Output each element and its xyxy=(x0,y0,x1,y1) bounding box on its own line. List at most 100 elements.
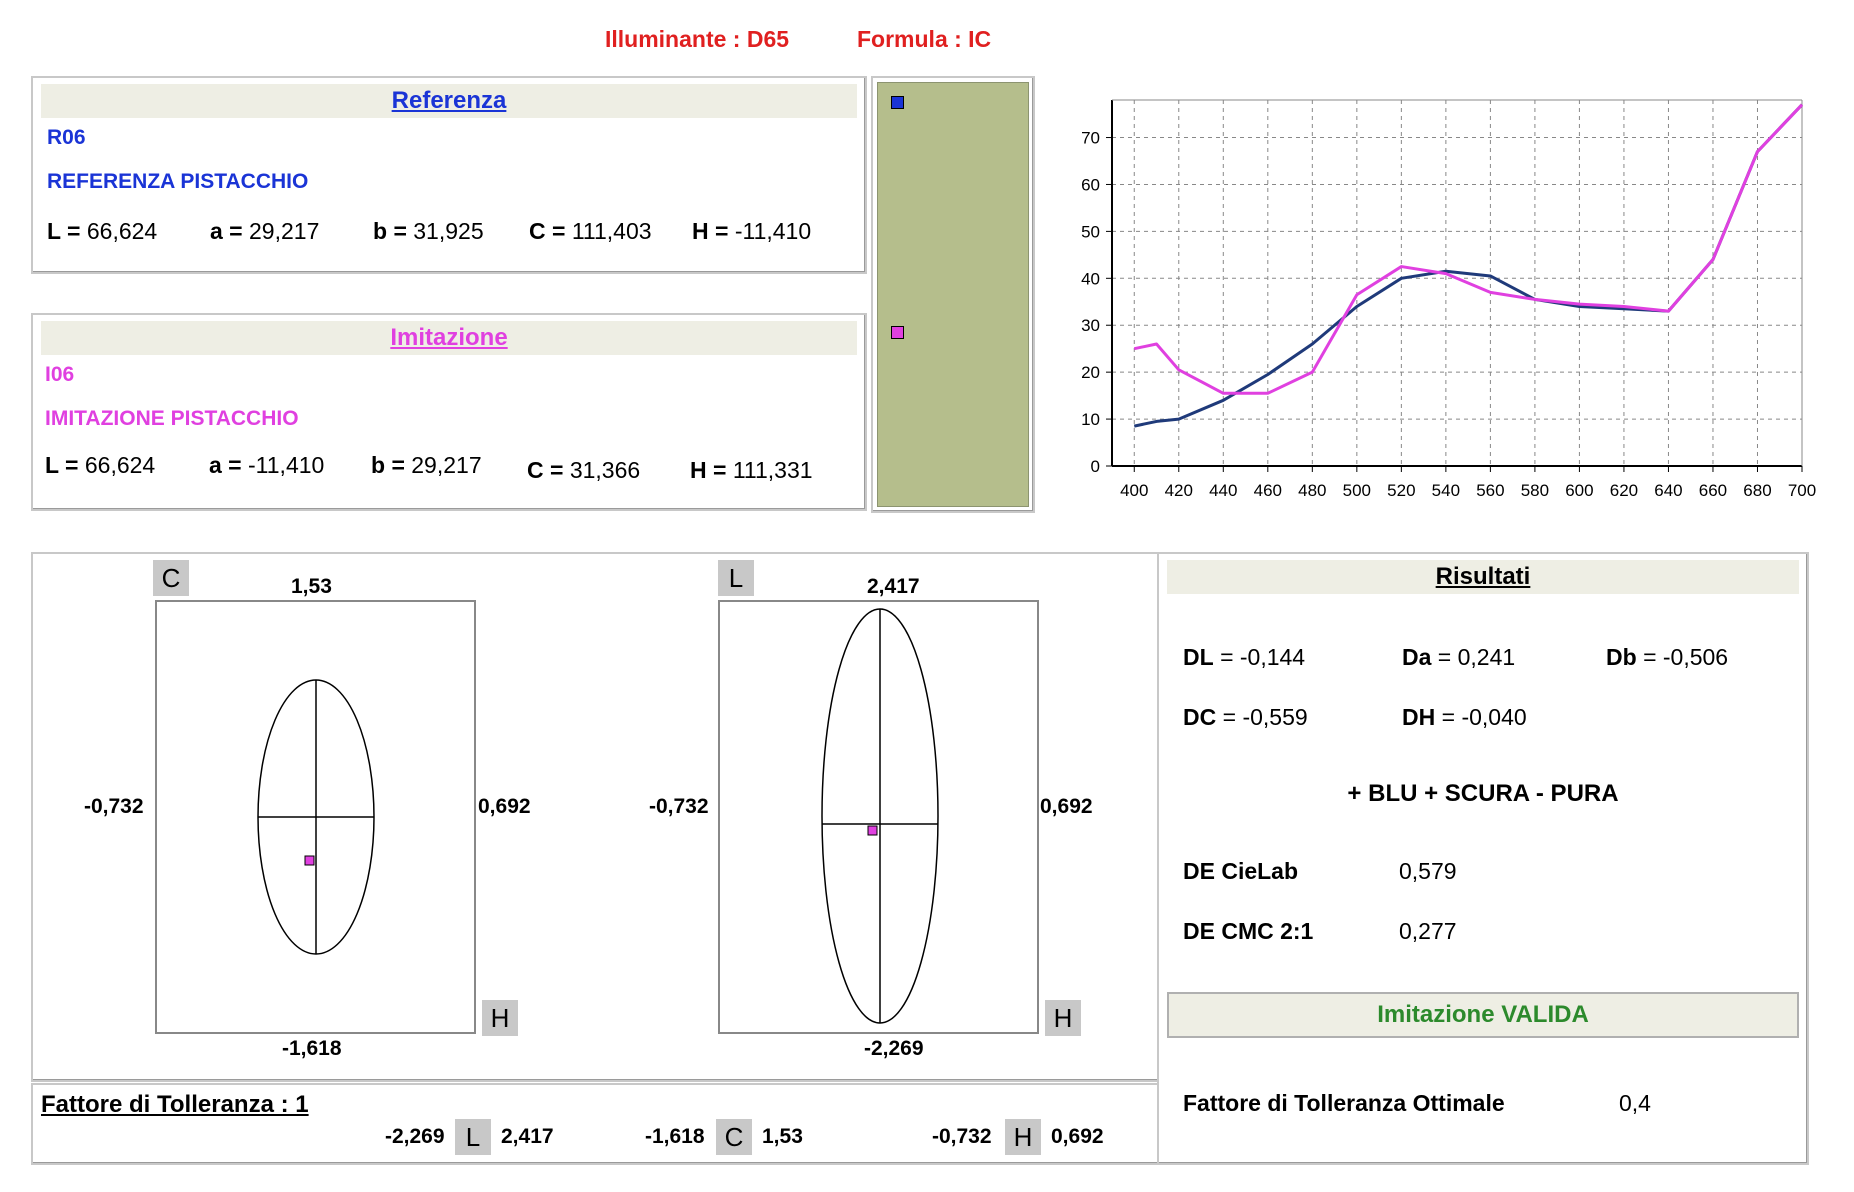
x-tick-label: 640 xyxy=(1654,481,1682,500)
color-swatch-panel xyxy=(871,76,1035,513)
series-line-2 xyxy=(1133,103,1804,395)
de-cmc-value: 0,277 xyxy=(1399,918,1457,944)
x-tick-label: 620 xyxy=(1610,481,1638,500)
formula-label: Formula : IC xyxy=(857,26,992,52)
x-tick-label: 600 xyxy=(1565,481,1593,500)
optimal-tolerance-label: Fattore di Tolleranza Ottimale xyxy=(1183,1090,1505,1116)
optimal-tolerance-value: 0,4 xyxy=(1619,1090,1651,1116)
illuminant-label: Illuminante : D65 xyxy=(605,26,790,52)
result-Da-label: Da xyxy=(1402,644,1432,670)
ref-a-value: 29,217 xyxy=(249,218,320,244)
ref-a-label: a = xyxy=(210,218,243,244)
ref-L-value: 66,624 xyxy=(86,218,158,244)
x-tick-label: 700 xyxy=(1788,481,1816,500)
ellipse2-left-value: -0,732 xyxy=(649,795,709,818)
x-tick-label: 580 xyxy=(1521,481,1549,500)
referenza-dot xyxy=(891,96,904,109)
ellipse1-corner-tag: C xyxy=(153,560,189,596)
imi-L-value: 66,624 xyxy=(84,452,156,478)
imi-C-label: C = xyxy=(527,457,564,483)
x-tick-label: 680 xyxy=(1743,481,1771,500)
imi-b-value: 29,217 xyxy=(411,452,482,478)
result-DC: DC = -0,559 xyxy=(1183,704,1308,731)
tolerance-bar: Fattore di Tolleranza : 1 -2,269 L 2,417… xyxy=(31,1083,1184,1165)
imitazione-name: IMITAZIONE PISTACCHIO xyxy=(45,407,299,430)
risultati-panel: Risultati DL = -0,144 Da = 0,241 Db = -0… xyxy=(1157,552,1809,1165)
imitazione-code: I06 xyxy=(45,363,75,386)
result-Db-label: Db xyxy=(1606,644,1637,670)
result-Da: Da = 0,241 xyxy=(1402,644,1515,671)
y-tick-label: 40 xyxy=(1081,269,1100,288)
result-DL-label: DL xyxy=(1183,644,1214,670)
result-verdict: + BLU + SCURA - PURA xyxy=(1347,780,1619,807)
x-tick-label: 540 xyxy=(1432,481,1460,500)
y-tick-label: 60 xyxy=(1081,175,1100,194)
result-Da-value: = 0,241 xyxy=(1437,644,1516,670)
x-tick-label: 400 xyxy=(1120,481,1148,500)
ref-b-value: 31,925 xyxy=(413,218,484,244)
ellipse2-right-value: 0,692 xyxy=(1040,795,1093,818)
x-tick-label: 500 xyxy=(1343,481,1371,500)
ref-L-label: L = xyxy=(47,218,81,244)
tolerance-C-max: 1,53 xyxy=(762,1125,803,1148)
tolerance-title: Fattore di Tolleranza : 1 xyxy=(41,1091,309,1118)
de-cielab-value: 0,579 xyxy=(1399,858,1457,884)
result-DC-value: = -0,559 xyxy=(1222,704,1308,730)
ellipse1-top-value: 1,53 xyxy=(291,575,332,598)
y-tick-label: 70 xyxy=(1081,129,1100,148)
y-tick-label: 30 xyxy=(1081,316,1100,335)
plot-area xyxy=(1112,100,1802,466)
ref-C-value: 111,403 xyxy=(571,218,652,244)
y-tick-label: 10 xyxy=(1081,410,1100,429)
ellipse1-corner2-tag: H xyxy=(482,1000,518,1036)
x-tick-label: 560 xyxy=(1476,481,1504,500)
referenza-title: Referenza xyxy=(41,84,857,118)
ellipse1-right-value: 0,692 xyxy=(478,795,531,818)
imi-a-value: -11,410 xyxy=(248,452,325,478)
tolerance-H-min: -0,732 xyxy=(932,1125,992,1148)
x-tick-label: 420 xyxy=(1165,481,1193,500)
x-tick-label: 440 xyxy=(1209,481,1237,500)
imi-C-value: 31,366 xyxy=(569,457,641,483)
ref-b-label: b = xyxy=(373,218,407,244)
result-Db-value: = -0,506 xyxy=(1643,644,1729,670)
ellipse2-corner-tag: L xyxy=(718,560,754,596)
tolerance-L-max: 2,417 xyxy=(501,1125,554,1148)
result-DL: DL = -0,144 xyxy=(1183,644,1305,671)
ref-C-label: C = xyxy=(529,218,566,244)
imitazione-panel: Imitazione I06 IMITAZIONE PISTACCHIO L =… xyxy=(31,313,867,511)
de-cielab-label: DE CieLab xyxy=(1183,858,1299,884)
ellipse2-top-value: 2,417 xyxy=(867,575,920,598)
ref-H-value: -11,410 xyxy=(734,218,812,244)
tolerance-H-max: 0,692 xyxy=(1051,1125,1104,1148)
imi-H-value: 111,331 xyxy=(732,457,813,483)
x-tick-label: 480 xyxy=(1298,481,1326,500)
result-DC-label: DC xyxy=(1183,704,1217,730)
ellipse2-plot xyxy=(718,600,1039,1034)
referenza-panel: Referenza R06 REFERENZA PISTACCHIO L = 6… xyxy=(31,76,867,274)
tolerance-C-min: -1,618 xyxy=(645,1125,705,1148)
x-tick-label: 660 xyxy=(1699,481,1727,500)
tolerance-C-tag: C xyxy=(716,1119,752,1155)
referenza-name: REFERENZA PISTACCHIO xyxy=(47,170,309,193)
imi-L-label: L = xyxy=(45,452,79,478)
imitazione-dot xyxy=(891,326,904,339)
x-tick-label: 520 xyxy=(1387,481,1415,500)
ref-H-label: H = xyxy=(692,218,729,244)
risultati-title: Risultati xyxy=(1167,560,1799,594)
ellipse2-sample-marker xyxy=(867,825,878,836)
imi-a-label: a = xyxy=(209,452,242,478)
ellipse1-left-value: -0,732 xyxy=(84,795,144,818)
x-tick-label: 460 xyxy=(1254,481,1282,500)
imitazione-title: Imitazione xyxy=(41,321,857,355)
ellipse1-sample-marker xyxy=(304,855,315,866)
ellipse1-bottom-value: -1,618 xyxy=(282,1037,342,1060)
de-cmc-label: DE CMC 2:1 xyxy=(1183,918,1314,944)
result-Db: Db = -0,506 xyxy=(1606,644,1728,671)
result-DH: DH = -0,040 xyxy=(1402,704,1527,731)
color-swatch xyxy=(877,82,1029,507)
imi-b-label: b = xyxy=(371,452,405,478)
referenza-code: R06 xyxy=(47,126,86,149)
imi-H-label: H = xyxy=(690,457,727,483)
y-tick-label: 50 xyxy=(1081,222,1100,241)
